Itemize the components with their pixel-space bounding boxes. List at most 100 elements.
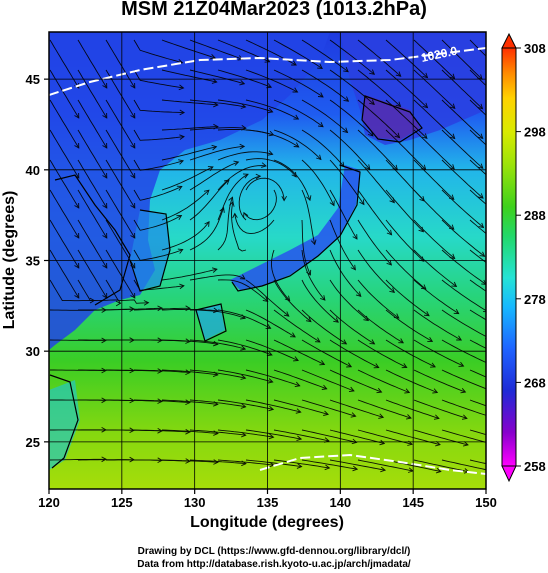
- streamline-arrow: [240, 345, 247, 351]
- streamline-arrow: [517, 387, 522, 392]
- streamline-arrow: [213, 459, 219, 465]
- streamline-arrow: [386, 229, 393, 236]
- x-tick-label: 135: [257, 495, 279, 510]
- streamline-arrow: [243, 211, 249, 218]
- streamline: [301, 69, 349, 102]
- streamline: [273, 129, 322, 160]
- streamline: [441, 339, 486, 363]
- streamline: [441, 189, 484, 228]
- streamline-arrow: [296, 435, 303, 442]
- streamline-arrow: [74, 172, 80, 179]
- streamline-arrow: [364, 164, 371, 171]
- streamline-arrow: [379, 439, 386, 446]
- streamline: [385, 189, 424, 233]
- streamline: [49, 159, 80, 209]
- streamline: [469, 369, 486, 378]
- streamline: [77, 99, 108, 149]
- streamline-arrow: [487, 361, 492, 365]
- streamline: [133, 279, 184, 291]
- streamline: [273, 339, 325, 365]
- streamline: [217, 279, 268, 302]
- streamline-arrow: [323, 410, 330, 416]
- streamline: [469, 129, 486, 146]
- streamline: [329, 189, 358, 240]
- streamline-arrow: [310, 239, 317, 246]
- streamline: [413, 189, 455, 230]
- streamline-arrow: [74, 232, 80, 239]
- streamline: [357, 399, 412, 419]
- streamline-arrow: [102, 262, 108, 269]
- streamline-arrow: [421, 133, 428, 139]
- streamline: [385, 309, 433, 342]
- streamline-arrow: [386, 259, 393, 266]
- streamline-arrow: [185, 369, 191, 376]
- streamline: [217, 399, 274, 410]
- streamline-arrow: [232, 212, 238, 219]
- colorbar-tick-label: 308: [524, 41, 546, 56]
- streamline-arrow: [369, 99, 375, 106]
- streamline: [189, 339, 246, 350]
- streamline-arrow: [518, 414, 523, 419]
- streamline-arrow: [305, 316, 312, 323]
- streamline: [161, 126, 218, 131]
- streamline: [469, 219, 486, 235]
- streamline: [133, 249, 183, 261]
- streamline: [329, 69, 375, 105]
- streamline: [357, 249, 395, 293]
- x-axis-ticks: 120 125 130 135 140 145 150: [38, 489, 497, 510]
- streamline: [189, 429, 246, 436]
- colorbar: 258 268 278 288 298 308: [501, 32, 546, 483]
- streamline-arrow: [339, 161, 345, 168]
- streamline: [469, 99, 486, 116]
- streamline: [441, 429, 486, 443]
- streamline: [329, 249, 362, 297]
- streamline-arrow: [267, 150, 274, 156]
- streamline: [243, 189, 277, 221]
- streamline: [469, 399, 486, 407]
- streamline: [245, 429, 302, 440]
- streamline-arrow: [295, 408, 302, 414]
- streamline: [441, 369, 486, 390]
- streamline-arrow: [130, 262, 136, 269]
- streamline: [189, 274, 246, 281]
- streamline-arrow: [321, 384, 328, 390]
- streamline: [49, 219, 80, 269]
- streamline-arrow: [240, 431, 247, 438]
- streamline: [161, 69, 217, 83]
- streamline-arrow: [177, 248, 184, 254]
- x-tick-label: 150: [475, 495, 497, 510]
- streamline-arrow: [102, 172, 108, 179]
- streamline-arrow: [422, 102, 429, 109]
- streamline: [49, 279, 95, 302]
- streamline-arrow: [266, 350, 273, 357]
- y-tick-label: 40: [26, 163, 40, 178]
- streamline: [133, 39, 183, 64]
- streamline: [273, 159, 311, 201]
- streamline: [77, 219, 108, 269]
- streamline-arrow: [458, 361, 465, 367]
- streamline: [217, 99, 273, 113]
- streamline-arrow: [367, 130, 374, 137]
- streamline: [105, 39, 136, 89]
- streamline-arrow: [211, 144, 218, 151]
- footer-credit-data: Data from http://database.rish.kyoto-u.a…: [137, 559, 411, 570]
- honshu-land: [230, 165, 360, 290]
- streamline-arrow: [157, 398, 163, 404]
- streamline: [329, 309, 375, 345]
- streamline-arrow: [462, 441, 469, 447]
- streamline-arrow: [477, 133, 484, 140]
- streamline-arrow: [324, 464, 331, 471]
- streamline: [161, 221, 210, 251]
- streamline: [357, 189, 392, 236]
- streamline-arrow: [101, 456, 107, 463]
- streamline-arrow: [179, 134, 185, 140]
- streamline: [329, 219, 356, 270]
- streamline: [357, 339, 407, 368]
- streamline-arrow: [212, 340, 219, 347]
- streamline: [469, 69, 486, 87]
- streamline-arrow: [483, 307, 486, 313]
- streamline-arrow: [378, 413, 385, 419]
- streamline-arrow: [449, 73, 456, 80]
- streamline-arrow: [102, 232, 108, 239]
- colorbar-min-arrow: [501, 465, 517, 483]
